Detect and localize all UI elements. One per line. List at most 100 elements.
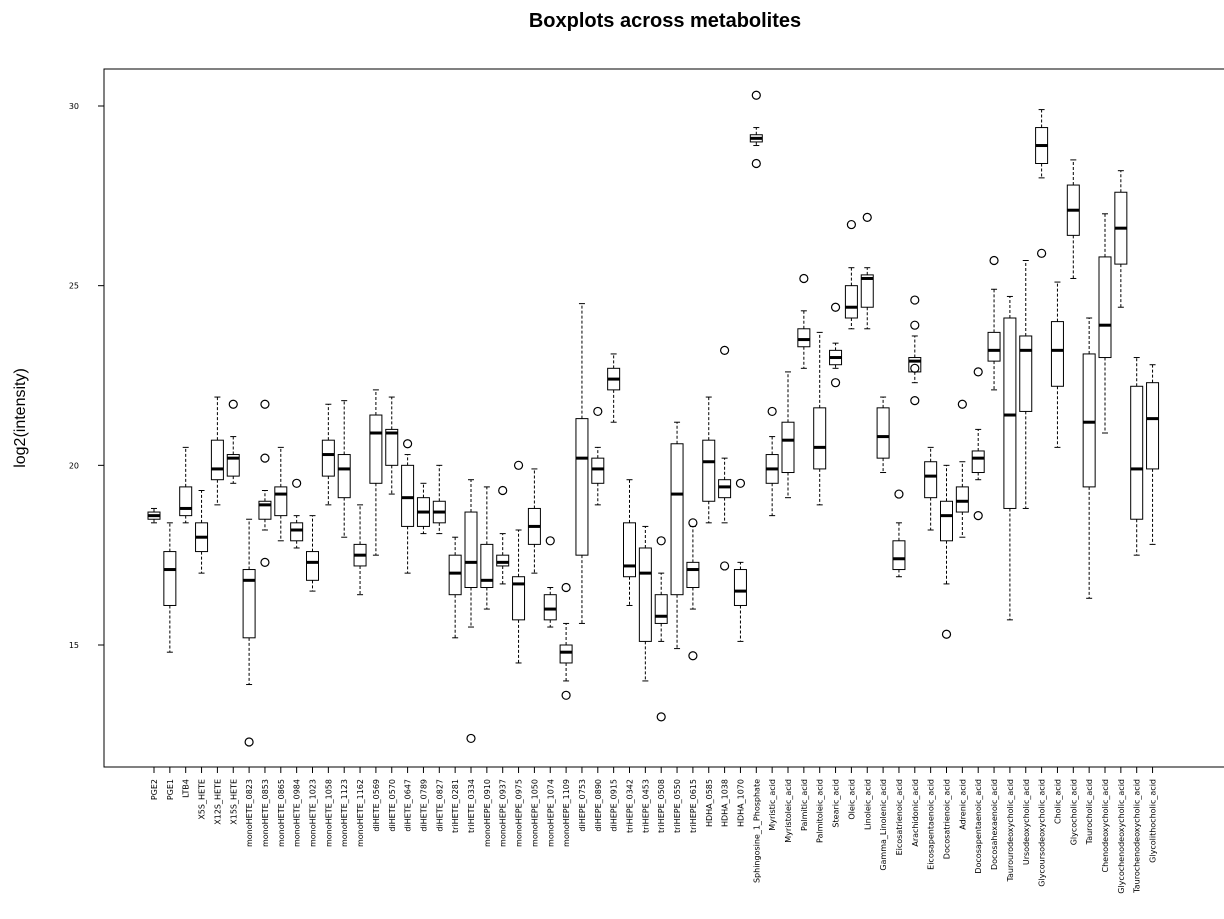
x-tick-label: monoHETE_1058 <box>324 779 333 847</box>
box-48 <box>908 295 922 406</box>
x-axis: PGE2 PGE1 LTB4 X5S_HETE X12S_HETE X15S_HETE mo… <box>150 766 1158 894</box>
box-iqr <box>670 443 684 596</box>
outlier-point <box>735 478 746 488</box>
box-5 <box>226 399 240 484</box>
outlier-point <box>656 536 666 546</box>
box-6 <box>242 518 256 747</box>
outlier-point <box>894 489 904 499</box>
box-20 <box>464 479 478 744</box>
box-15 <box>385 396 399 495</box>
x-tick-label: Palmitoleic_acid <box>816 779 825 843</box>
x-tick-label: diHETE_0570 <box>388 779 397 832</box>
plot-frame <box>103 68 1224 768</box>
box-30 <box>623 479 636 606</box>
outlier-point <box>751 90 761 100</box>
box-9 <box>290 478 304 549</box>
box-12 <box>337 400 351 538</box>
outlier-point <box>910 396 920 406</box>
x-tick-label: diHETE_0647 <box>404 779 413 832</box>
x-tick-label: Gamma_Linolenic_acid <box>879 779 888 871</box>
box-27 <box>575 303 589 624</box>
box-59 <box>1082 317 1096 599</box>
box-iqr <box>543 594 557 621</box>
x-tick-label: Taurochenodeoxycholic_acid <box>1133 779 1142 894</box>
box-10 <box>306 515 319 592</box>
x-tick-label: Cholic_acid <box>1053 779 1062 824</box>
box-iqr <box>242 569 256 639</box>
box-iqr <box>591 457 605 484</box>
x-tick-label: Oleic_acid <box>847 779 856 820</box>
x-tick-label: diHETE_0827 <box>435 779 444 832</box>
box-iqr <box>797 328 811 348</box>
outlier-point <box>593 406 603 417</box>
outlier-point <box>957 399 967 409</box>
box-39 <box>765 406 779 517</box>
x-tick-label: triHEPE_0453 <box>641 779 650 833</box>
outlier-point <box>513 460 524 470</box>
box-58 <box>1066 159 1080 279</box>
x-tick-label: diHETE_0569 <box>372 779 381 832</box>
x-tick-label: monoHETE_0823 <box>245 779 254 847</box>
box-iqr <box>1019 335 1033 412</box>
box-53 <box>987 255 1001 391</box>
outlier-point <box>846 219 857 230</box>
box-29 <box>607 353 621 423</box>
outlier-point <box>260 557 270 567</box>
x-tick-label: triHETE_0281 <box>451 779 460 833</box>
x-tick-label: monoHEPE_0910 <box>483 779 492 847</box>
outlier-point <box>719 345 730 355</box>
outlier-point <box>466 733 476 744</box>
box-iqr <box>971 450 985 474</box>
box-iqr <box>987 331 1001 362</box>
x-tick-label: HDHA_1038 <box>721 779 730 827</box>
box-35 <box>702 396 716 524</box>
box-iqr <box>496 554 510 567</box>
box-iqr <box>892 540 906 571</box>
box-41 <box>797 273 811 369</box>
box-iqr <box>654 594 668 624</box>
box-54 <box>1003 295 1017 621</box>
box-iqr <box>464 511 478 589</box>
box-iqr <box>226 454 240 477</box>
box-46 <box>876 396 890 474</box>
outlier-point <box>830 378 841 388</box>
box-iqr <box>306 551 319 581</box>
box-8 <box>274 446 288 542</box>
outlier-point <box>228 399 238 409</box>
box-3 <box>195 489 209 574</box>
box-55 <box>1019 260 1033 509</box>
box-iqr <box>448 554 462 596</box>
box-51 <box>955 399 969 538</box>
box-iqr <box>638 547 652 642</box>
box-22 <box>496 485 510 585</box>
box-iqr <box>385 428 399 466</box>
x-tick-label: monoHEPE_0975 <box>515 779 524 847</box>
box-iqr <box>718 479 732 499</box>
box-iqr <box>623 522 636 578</box>
outlier-point <box>767 406 777 417</box>
outlier-point <box>244 737 254 747</box>
x-tick-label: PGE2 <box>150 779 159 800</box>
outlier-point <box>799 273 809 284</box>
box-50 <box>940 464 953 639</box>
box-iqr <box>813 407 827 470</box>
box-25 <box>543 536 557 628</box>
x-tick-label: monoHETE_1023 <box>309 779 318 847</box>
box-47 <box>892 489 906 578</box>
box-iqr <box>559 644 573 664</box>
box-iqr <box>274 486 288 517</box>
outlier-point <box>688 518 698 528</box>
y-tick-label: 20 <box>69 461 79 470</box>
x-tick-label: diHETE_0789 <box>419 779 428 832</box>
outlier-point <box>973 367 983 377</box>
box-40 <box>781 371 795 499</box>
outlier-point <box>1036 248 1047 258</box>
outlier-point <box>260 453 270 463</box>
chart-title: Boxplots across metabolites <box>529 10 801 32</box>
x-tick-label: Taurourodeoxycholic_acid <box>1006 779 1015 883</box>
x-tick-label: monoHETE_1123 <box>340 779 349 847</box>
box-1 <box>163 522 177 653</box>
box-57 <box>1050 281 1064 448</box>
box-42 <box>813 331 827 506</box>
